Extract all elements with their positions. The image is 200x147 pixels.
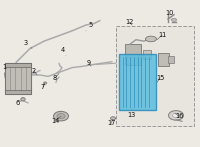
Text: 8: 8 (53, 74, 59, 81)
Bar (5, 63, 31, 94)
Text: 12: 12 (125, 19, 133, 25)
Text: 2: 2 (32, 68, 37, 75)
Ellipse shape (44, 82, 47, 84)
Ellipse shape (172, 18, 177, 21)
Text: 17: 17 (107, 119, 115, 126)
Bar (168, 56, 174, 63)
Text: 1: 1 (2, 64, 6, 78)
Bar (119, 54, 156, 110)
Ellipse shape (172, 113, 180, 117)
Bar (116, 26, 194, 126)
Bar (5, 90, 31, 94)
Ellipse shape (57, 114, 65, 119)
Text: 7: 7 (41, 82, 45, 90)
Ellipse shape (110, 117, 115, 120)
Text: 16: 16 (175, 113, 183, 119)
Text: 5: 5 (86, 22, 93, 31)
Text: 11: 11 (157, 32, 166, 40)
Text: 6: 6 (16, 98, 23, 106)
Text: 15: 15 (156, 75, 164, 82)
Text: 4: 4 (61, 47, 66, 56)
Text: 13: 13 (127, 109, 135, 118)
Text: 3: 3 (24, 40, 32, 49)
Ellipse shape (146, 36, 156, 42)
Ellipse shape (21, 98, 25, 101)
Ellipse shape (54, 111, 68, 121)
Text: 9: 9 (87, 60, 91, 66)
Text: 10: 10 (165, 10, 173, 19)
Text: 14: 14 (51, 116, 61, 123)
Bar (125, 44, 141, 65)
Ellipse shape (168, 111, 184, 120)
Bar (5, 63, 31, 67)
Bar (158, 53, 169, 66)
Bar (143, 50, 151, 59)
